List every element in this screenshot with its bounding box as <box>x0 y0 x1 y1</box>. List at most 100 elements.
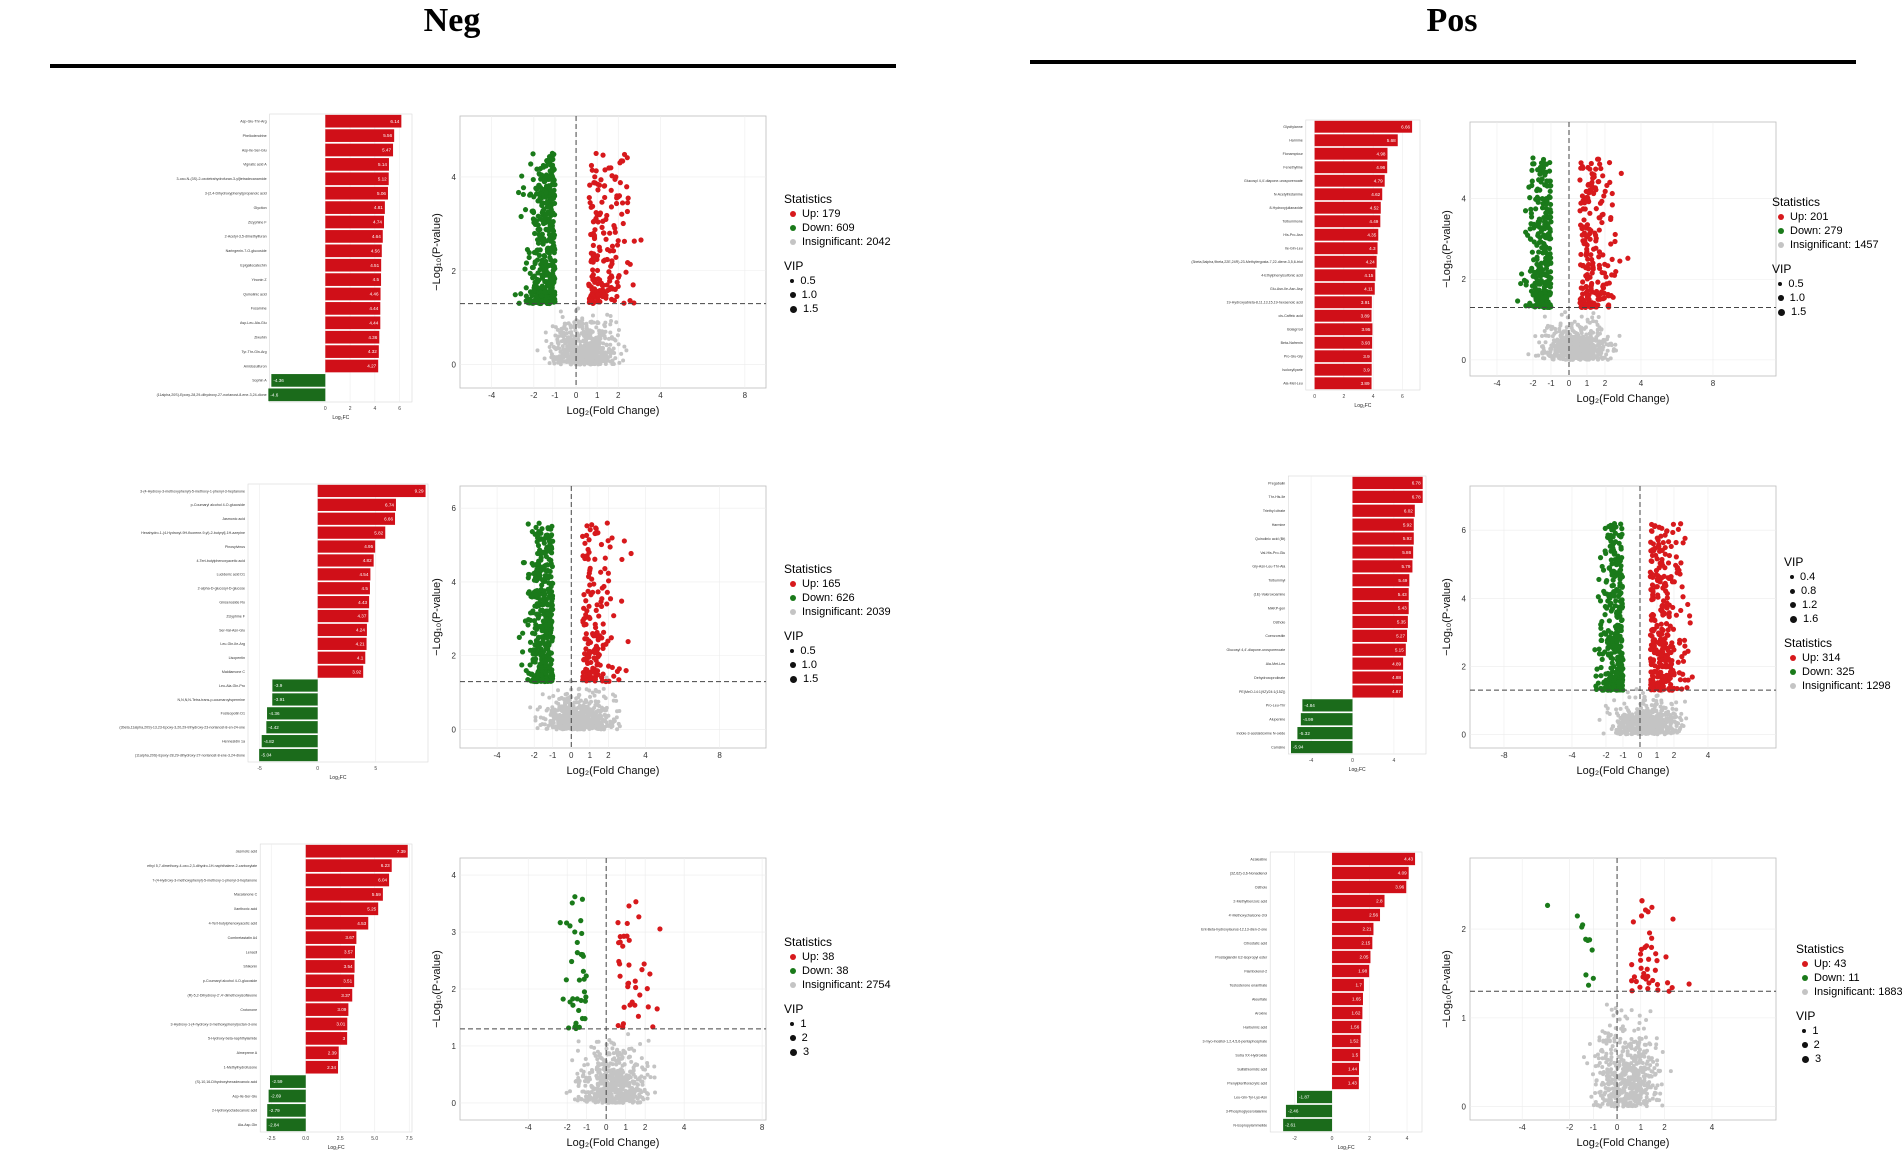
category-label: Asp-Ile-Ser-Glu <box>232 1094 257 1098</box>
point-down <box>1530 292 1536 298</box>
point-down <box>548 212 554 219</box>
point-insignificant <box>599 345 604 350</box>
x-tick-label: 0 <box>324 406 327 412</box>
point-insignificant <box>1554 350 1559 355</box>
bar-value-label: 6.23 <box>381 863 390 868</box>
category-label: Camsine <box>1271 745 1285 749</box>
point-up <box>604 520 610 526</box>
point-up <box>586 537 592 543</box>
point-down <box>1542 258 1548 265</box>
point-up <box>1600 252 1606 258</box>
bar-6 <box>1332 922 1374 936</box>
point-insignificant <box>559 354 564 359</box>
bar-value-label: -4.82 <box>264 739 275 744</box>
point-insignificant <box>581 1073 586 1078</box>
point-insignificant <box>1633 695 1638 700</box>
point-insignificant <box>609 1092 614 1097</box>
point-down <box>520 560 527 566</box>
point-up <box>612 229 618 235</box>
x-tick-label: 2 <box>1672 751 1677 760</box>
point-insignificant <box>564 331 569 336</box>
bar-2 <box>1352 490 1423 503</box>
point-insignificant <box>646 1038 651 1043</box>
point-up <box>624 208 631 215</box>
point-down <box>543 532 549 539</box>
point-up <box>1584 293 1590 299</box>
bar-value-label: -2.79 <box>269 1108 280 1113</box>
x-tick-label: 4 <box>682 1123 687 1132</box>
bar-12 <box>1314 269 1376 282</box>
point-up <box>629 999 635 1005</box>
bar-value-label: -3.9 <box>274 683 282 688</box>
point-insignificant <box>1563 344 1568 349</box>
bar-5 <box>1314 174 1385 187</box>
x-tick-label: 5.0 <box>371 1136 378 1142</box>
point-up <box>624 933 630 939</box>
point-down <box>535 226 541 233</box>
category-label: 3-myo-Inositol-1,2,4,5,6-pentaphosphate <box>1202 1039 1267 1043</box>
bar-12 <box>317 637 367 650</box>
point-insignificant <box>1587 320 1592 325</box>
point-down <box>548 532 555 538</box>
point-up <box>1593 166 1599 172</box>
category-label: (R)-5,2-Dihydroxy-2',4'-dimethoxyisoflav… <box>188 994 258 998</box>
point-up <box>616 677 622 683</box>
category-label: Beta-Nafrenin <box>1281 341 1303 345</box>
bar-value-label: 6.14 <box>390 119 399 124</box>
point-down <box>543 211 550 217</box>
point-down <box>583 994 589 1000</box>
point-up <box>633 984 639 991</box>
point-insignificant <box>1587 331 1592 336</box>
category-label: Prostaglandin E2-isopropyl ester <box>1215 955 1268 959</box>
point-up <box>1587 166 1593 172</box>
bar-value-label: 4.98 <box>1377 151 1386 156</box>
x-tick-label: 2 <box>616 391 621 400</box>
point-insignificant <box>601 727 606 732</box>
category-label: (3beta,5alpha,9beta,22E,24R)-23-Methyler… <box>1191 260 1303 264</box>
point-up <box>596 652 602 658</box>
point-insignificant <box>569 721 574 726</box>
point-insignificant <box>551 344 556 349</box>
point-down <box>1528 236 1534 242</box>
point-insignificant <box>577 1079 582 1084</box>
point-down <box>1521 277 1528 283</box>
point-insignificant <box>1599 327 1604 332</box>
point-insignificant <box>645 1064 650 1069</box>
plot-area <box>1469 121 1777 377</box>
point-insignificant <box>559 339 564 344</box>
bar-value-label: 4.3 <box>1369 246 1376 251</box>
point-insignificant <box>1580 355 1585 360</box>
point-insignificant <box>599 727 604 732</box>
category-label: Leu-Ala-Gln-Pro <box>219 684 245 688</box>
point-up <box>602 555 608 561</box>
point-insignificant <box>1594 319 1599 324</box>
bar-3 <box>1352 504 1415 517</box>
point-up <box>625 638 631 645</box>
point-insignificant <box>1565 340 1570 345</box>
point-down <box>578 997 584 1004</box>
bar-1 <box>1332 852 1416 866</box>
point-insignificant <box>1557 356 1562 361</box>
x-tick-label: 2.5 <box>337 1136 344 1142</box>
bar-value-label: 4.21 <box>356 641 365 646</box>
point-down <box>548 287 554 294</box>
point-insignificant <box>604 723 609 728</box>
x-tick-label: 0 <box>569 751 574 760</box>
point-insignificant <box>643 1067 648 1072</box>
x-tick-label: 0.0 <box>302 1136 309 1142</box>
point-up <box>645 1004 651 1010</box>
category-label: Alupenine <box>1269 718 1285 722</box>
point-down <box>533 651 539 657</box>
point-insignificant <box>575 1098 580 1103</box>
point-down <box>532 631 538 637</box>
point-down <box>543 163 549 169</box>
point-insignificant <box>1655 693 1660 698</box>
point-up <box>1609 256 1615 262</box>
point-insignificant <box>1608 356 1613 361</box>
point-up <box>633 899 639 905</box>
x-tick-label: -4 <box>525 1123 533 1132</box>
point-down <box>531 273 537 279</box>
point-down <box>551 151 557 157</box>
bar-value-label: 4.62 <box>1371 192 1380 197</box>
point-up <box>593 607 599 613</box>
